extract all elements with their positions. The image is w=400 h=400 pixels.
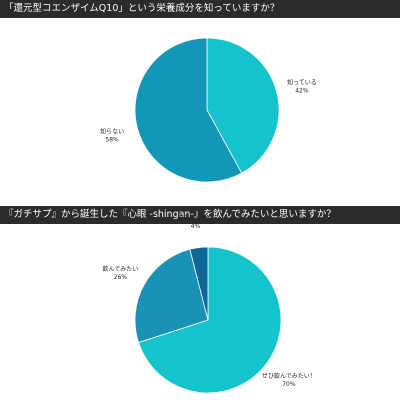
slice-label-intent-1: 飲んでみたい bbox=[103, 265, 139, 273]
slice-value-intent-1: 26% bbox=[114, 274, 128, 281]
pie-slice-intent-1 bbox=[134, 248, 209, 344]
chart-panel-intent: 『ガチサプ』から誕生した『心眼 -shingan-』を飲んでみたいと思いますか？… bbox=[0, 206, 400, 400]
chart-title-awareness: 「還元型コエンザイムQ10」という栄養成分を知っていますか？ bbox=[0, 0, 400, 18]
chart-title-intent: 『ガチサプ』から誕生した『心眼 -shingan-』を飲んでみたいと思いますか？ bbox=[0, 206, 400, 224]
slice-value-awareness-1: 58% bbox=[105, 136, 119, 143]
pie-slice-intent-2 bbox=[189, 246, 209, 321]
slice-value-intent-0: 70% bbox=[282, 381, 296, 388]
pie-slice-intent-0 bbox=[138, 246, 282, 394]
slice-value-intent-2: 4% bbox=[191, 223, 201, 230]
pie-slice-awareness-0 bbox=[206, 37, 280, 174]
slice-label-awareness-1: 知らない bbox=[100, 127, 124, 135]
slice-label-awareness-0: 知っている bbox=[287, 79, 317, 87]
pie-slice-awareness-1 bbox=[134, 37, 243, 183]
chart-panel-awareness: 「還元型コエンザイムQ10」という栄養成分を知っていますか？ 知っている 42% 知… bbox=[0, 0, 400, 183]
slice-label-intent-2: 飲みたくない bbox=[177, 214, 213, 222]
slice-value-awareness-0: 42% bbox=[295, 88, 309, 95]
slice-label-intent-0: ぜひ飲んでみたい！ bbox=[262, 372, 316, 380]
